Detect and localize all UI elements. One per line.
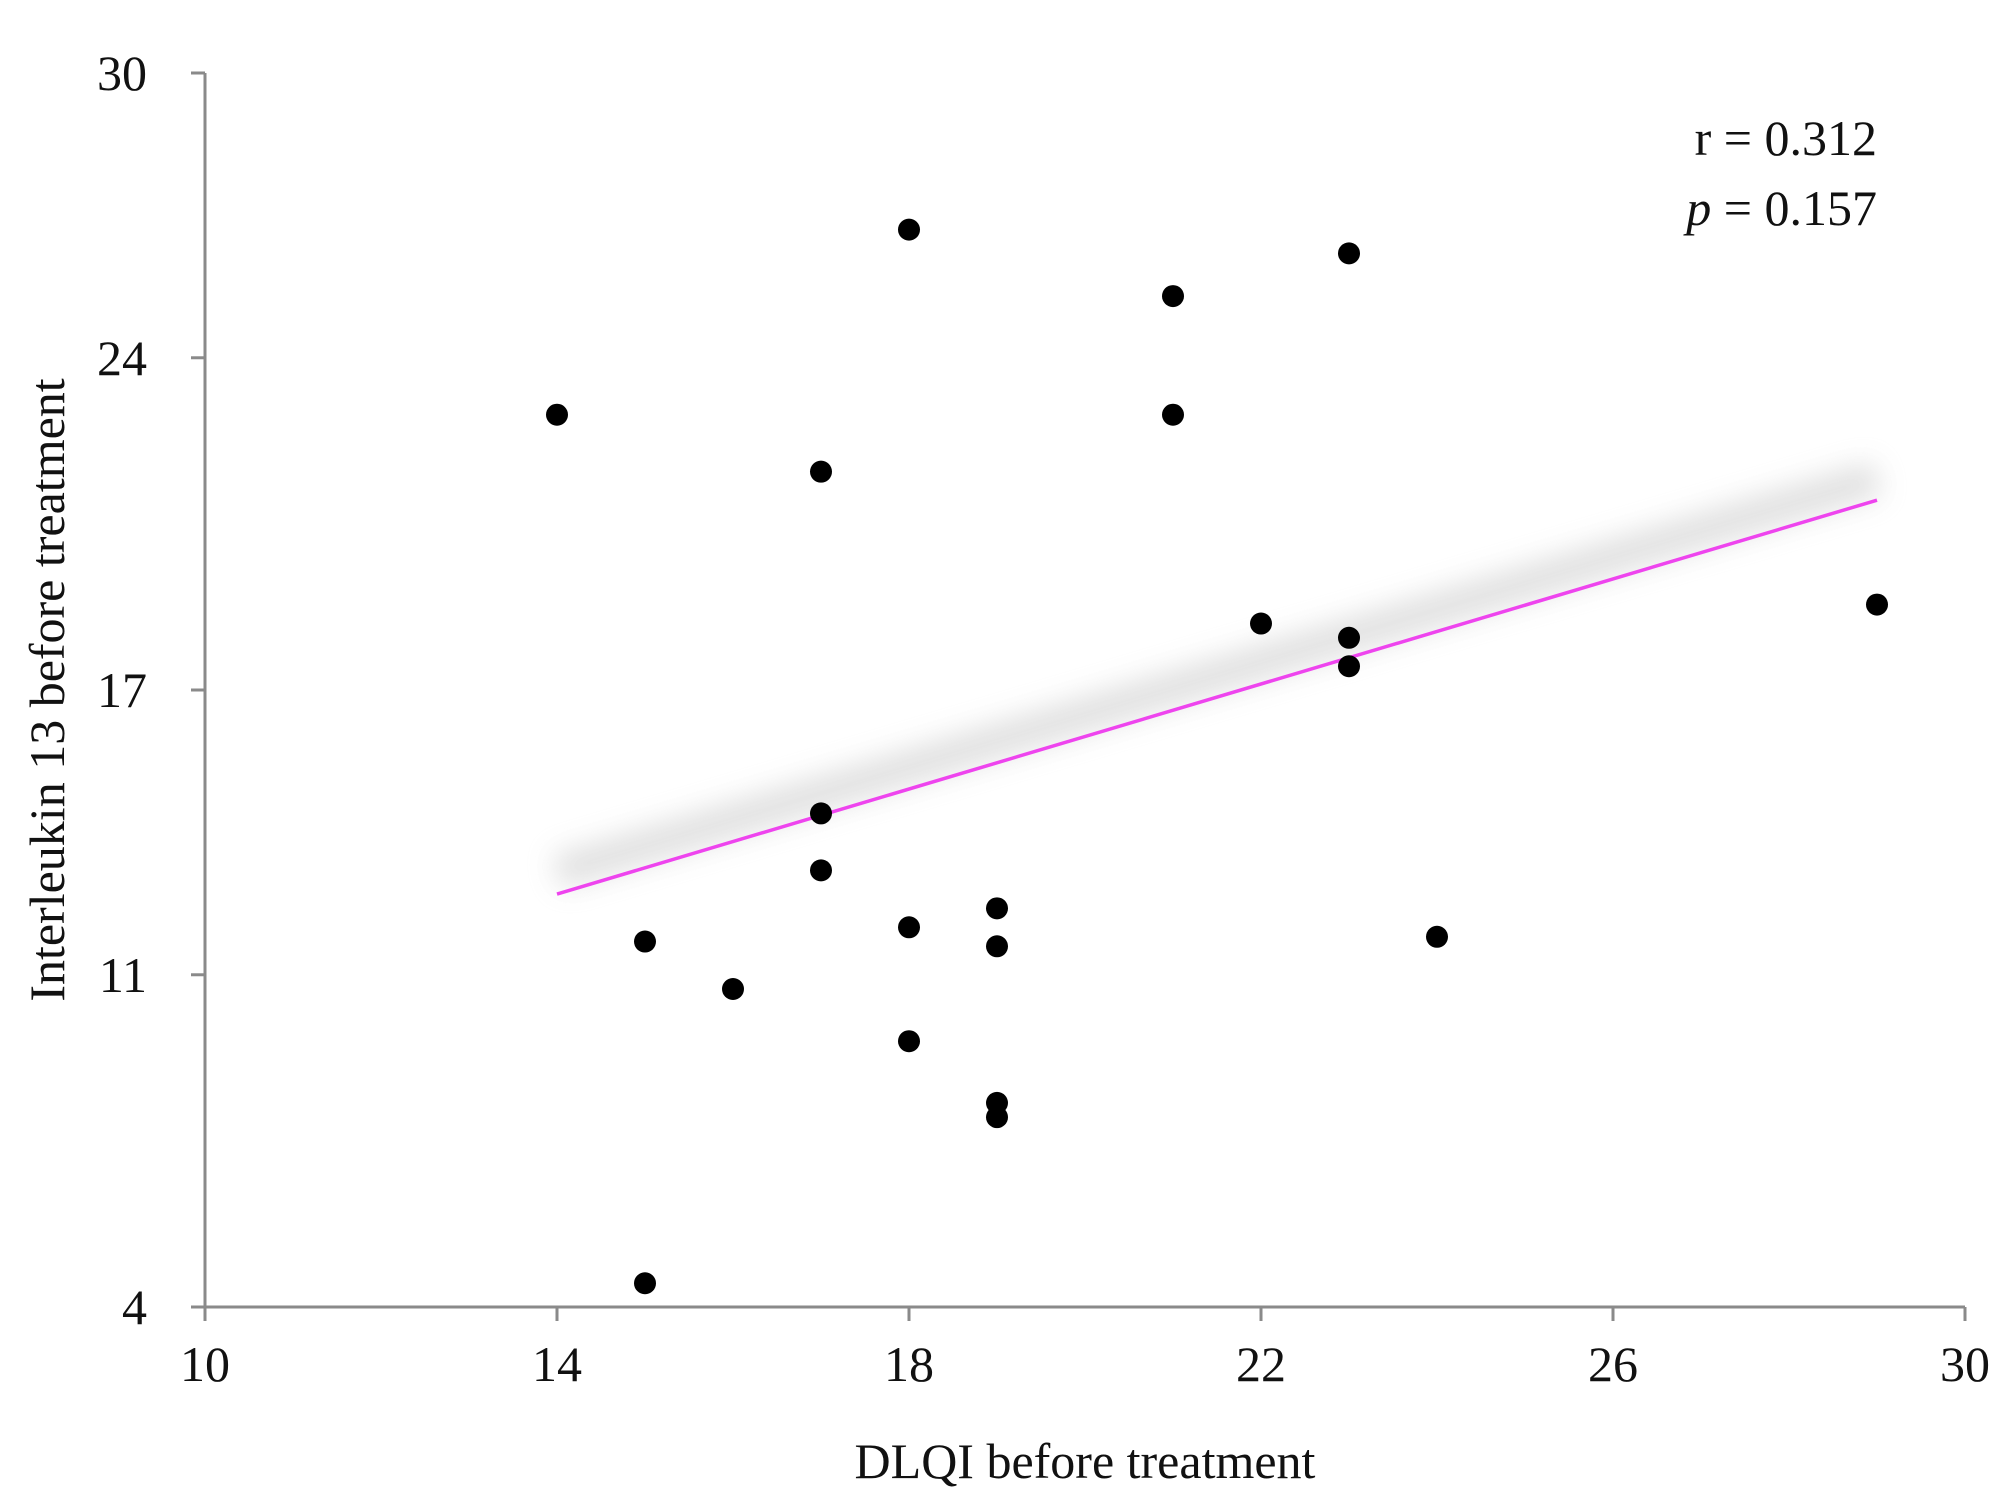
- data-point: [986, 1106, 1008, 1129]
- p-symbol: p: [1683, 180, 1711, 236]
- data-point: [898, 1030, 920, 1053]
- x-tick-label: 22: [1236, 1336, 1286, 1392]
- y-tick-label: 30: [97, 45, 147, 101]
- data-point: [1250, 612, 1272, 635]
- data-point: [1426, 925, 1448, 948]
- p-value-label: p = 0.157: [1683, 180, 1877, 236]
- x-tick-label: 30: [1940, 1336, 1990, 1392]
- data-point: [810, 802, 832, 825]
- axis-ticks: 10 14 18 22 26 30 4 11 17 24 30: [97, 45, 1990, 1392]
- trendline-group: [552, 461, 1882, 896]
- correlation-annotation: r = 0.312 p = 0.157: [1683, 110, 1877, 236]
- data-points: [546, 218, 1888, 1295]
- trendline-shadow: [552, 461, 1882, 889]
- r-value-label: r = 0.312: [1695, 110, 1877, 166]
- trendline: [556, 498, 1878, 896]
- data-point: [546, 403, 568, 426]
- p-value-text: = 0.157: [1711, 180, 1877, 236]
- data-point: [1162, 403, 1184, 426]
- data-point: [1338, 655, 1360, 678]
- data-point: [1338, 626, 1360, 649]
- data-point: [1338, 242, 1360, 265]
- data-point: [1162, 285, 1184, 308]
- y-axis-label: Interleukin 13 before treatment: [19, 378, 75, 1001]
- y-tick-label: 17: [97, 662, 147, 718]
- data-point: [810, 460, 832, 483]
- data-point: [898, 218, 920, 241]
- data-point: [634, 930, 656, 953]
- data-point: [898, 916, 920, 939]
- data-point: [986, 935, 1008, 958]
- data-point: [722, 978, 744, 1001]
- x-tick-label: 14: [532, 1336, 582, 1392]
- x-tick-label: 10: [180, 1336, 230, 1392]
- data-point: [810, 859, 832, 882]
- x-tick-label: 18: [884, 1336, 934, 1392]
- data-point: [634, 1272, 656, 1295]
- data-point: [1866, 593, 1888, 616]
- x-tick-label: 26: [1588, 1336, 1638, 1392]
- x-axis-label: DLQI before treatment: [855, 1433, 1316, 1489]
- y-tick-label: 4: [122, 1279, 147, 1335]
- data-point: [986, 897, 1008, 920]
- y-tick-label: 11: [99, 947, 147, 1003]
- y-tick-label: 24: [97, 330, 147, 386]
